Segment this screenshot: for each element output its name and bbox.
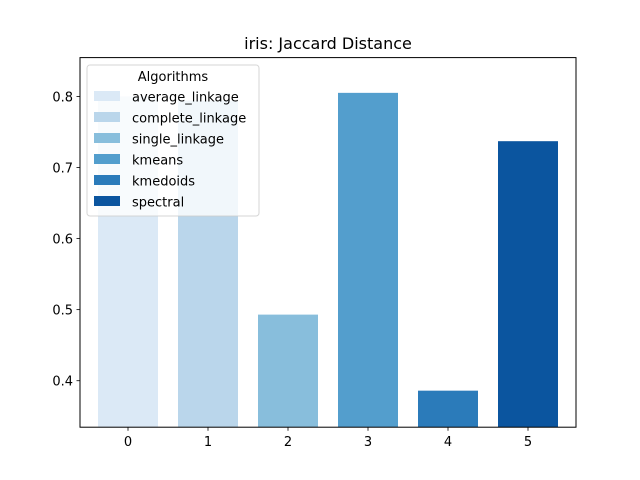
y-axis: 0.4 0.5 0.6 0.7 0.8	[52, 90, 80, 390]
legend-swatch	[94, 133, 120, 143]
legend-label: kmedoids	[132, 175, 195, 190]
legend-items: average_linkage complete_linkage single_li…	[94, 91, 246, 211]
legend-label: spectral	[132, 196, 184, 211]
x-tick-label: 3	[364, 435, 372, 450]
legend-swatch	[94, 112, 120, 122]
legend-swatch	[94, 91, 120, 101]
y-tick-label: 0.4	[52, 375, 73, 390]
x-tick-label: 0	[124, 435, 132, 450]
bar-single-linkage	[258, 314, 318, 428]
plot-frame	[79, 57, 577, 428]
legend-label: single_linkage	[132, 133, 224, 148]
bar-kmedoids	[418, 390, 478, 428]
x-axis: 0 1 2 3 4 5	[124, 427, 532, 450]
y-tick-label: 0.7	[52, 161, 73, 176]
x-tick-label: 5	[524, 435, 532, 450]
legend-swatch	[94, 175, 120, 185]
legend: Algorithms average_linkage complete_linka…	[86, 64, 260, 217]
x-tick-label: 4	[444, 435, 452, 450]
y-tick-label: 0.5	[52, 304, 73, 319]
legend-label: complete_linkage	[132, 112, 246, 127]
bar-kmeans	[338, 92, 398, 428]
legend-swatch	[94, 154, 120, 164]
legend-title: Algorithms	[138, 70, 209, 85]
legend-label: kmeans	[132, 154, 183, 169]
bar-spectral	[498, 141, 558, 428]
x-tick-label: 1	[204, 435, 212, 450]
legend-swatch	[94, 196, 120, 206]
legend-label: average_linkage	[132, 91, 239, 106]
legend-box	[86, 64, 260, 217]
chart-title: iris: Jaccard Distance	[244, 34, 412, 53]
y-tick-label: 0.8	[52, 90, 73, 105]
x-tick-label: 2	[284, 435, 292, 450]
y-tick-label: 0.6	[52, 233, 73, 248]
